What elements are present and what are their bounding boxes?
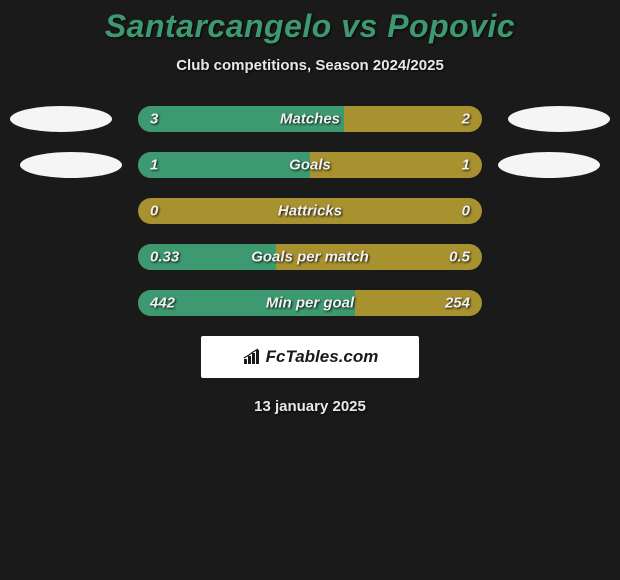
watermark-text: FcTables.com bbox=[266, 347, 379, 367]
stat-row: 1 Goals 1 bbox=[0, 152, 620, 178]
stat-row: 442 Min per goal 254 bbox=[0, 290, 620, 316]
stat-row: 0 Hattricks 0 bbox=[0, 198, 620, 224]
stat-bar: 0.33 Goals per match 0.5 bbox=[138, 244, 482, 270]
stat-value-left: 442 bbox=[150, 295, 175, 312]
stat-label: Goals bbox=[289, 157, 331, 174]
subtitle: Club competitions, Season 2024/2025 bbox=[0, 57, 620, 74]
stat-label: Hattricks bbox=[278, 203, 342, 220]
watermark[interactable]: FcTables.com bbox=[201, 336, 419, 378]
stat-value-right: 0 bbox=[462, 203, 470, 220]
stat-bar: 0 Hattricks 0 bbox=[138, 198, 482, 224]
chart-icon bbox=[242, 348, 262, 366]
stat-bar: 3 Matches 2 bbox=[138, 106, 482, 132]
stat-value-right: 1 bbox=[462, 157, 470, 174]
stat-label: Matches bbox=[280, 111, 340, 128]
stat-row: 3 Matches 2 bbox=[0, 106, 620, 132]
stat-value-left: 0 bbox=[150, 203, 158, 220]
stat-label: Goals per match bbox=[251, 249, 369, 266]
bar-fill-left bbox=[138, 152, 310, 178]
stat-bar: 442 Min per goal 254 bbox=[138, 290, 482, 316]
stat-row: 0.33 Goals per match 0.5 bbox=[0, 244, 620, 270]
stat-value-right: 254 bbox=[445, 295, 470, 312]
stat-bar: 1 Goals 1 bbox=[138, 152, 482, 178]
page-title: Santarcangelo vs Popovic bbox=[0, 8, 620, 45]
stat-value-right: 0.5 bbox=[449, 249, 470, 266]
stat-value-left: 0.33 bbox=[150, 249, 179, 266]
date-label: 13 january 2025 bbox=[0, 398, 620, 415]
stat-value-left: 1 bbox=[150, 157, 158, 174]
stats-area: 3 Matches 2 1 Goals 1 0 Hattricks 0 0.33 Goals per… bbox=[0, 106, 620, 316]
stat-label: Min per goal bbox=[266, 295, 354, 312]
stat-value-left: 3 bbox=[150, 111, 158, 128]
stat-value-right: 2 bbox=[462, 111, 470, 128]
main-container: Santarcangelo vs Popovic Club competitio… bbox=[0, 0, 620, 415]
